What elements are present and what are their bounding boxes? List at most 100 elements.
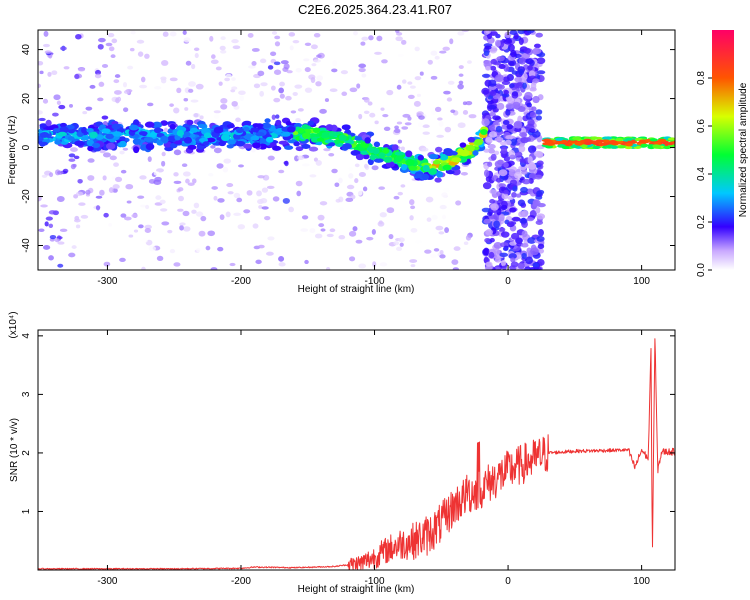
heatmap-cell: [295, 180, 303, 187]
heatmap-cell: [457, 122, 466, 129]
heatmap-cell: [173, 149, 182, 156]
heatmap-cell: [372, 261, 377, 268]
heatmap-cell: [451, 259, 459, 265]
heatmap-cell: [70, 147, 78, 152]
heatmap-cell: [396, 246, 403, 252]
heatmap-cell: [610, 145, 619, 149]
heatmap-cell: [494, 257, 502, 263]
heatmap-cell: [489, 189, 497, 195]
spectrogram-x-tick-label: -200: [231, 276, 251, 287]
heatmap-cell: [359, 150, 370, 155]
heatmap-cell: [663, 145, 672, 150]
heatmap-cell: [266, 251, 274, 256]
heatmap-cell: [358, 113, 363, 120]
heatmap-cell: [509, 207, 517, 213]
heatmap-cell: [220, 36, 226, 41]
heatmap-cell: [524, 137, 532, 142]
heatmap-cell: [192, 112, 201, 118]
heatmap-cell: [108, 137, 117, 143]
heatmap-cell: [369, 112, 376, 118]
heatmap-cell: [396, 84, 402, 90]
snr-y-tick-label: 4: [21, 333, 32, 339]
heatmap-cell: [195, 211, 204, 217]
heatmap-cell: [494, 39, 501, 47]
heatmap-cell: [71, 245, 77, 249]
heatmap-cell: [496, 84, 505, 90]
heatmap-cell: [438, 231, 445, 235]
heatmap-cell: [89, 131, 98, 139]
snr-y-scale-label: (x10⁴): [8, 311, 19, 338]
heatmap-cell: [218, 81, 223, 86]
snr-y-tick-label: 3: [21, 391, 32, 397]
heatmap-cell: [496, 56, 505, 62]
heatmap-cell: [414, 46, 420, 52]
heatmap-cell: [531, 106, 537, 112]
heatmap-cell: [518, 165, 527, 171]
heatmap-cell: [101, 64, 109, 68]
heatmap-cell: [529, 127, 536, 133]
heatmap-cell: [231, 100, 238, 107]
heatmap-cell: [85, 106, 93, 111]
heatmap-cell: [509, 83, 515, 89]
heatmap-cell: [487, 161, 493, 167]
heatmap-cell: [85, 189, 91, 195]
heatmap-cell: [494, 137, 504, 142]
heatmap-cell: [38, 60, 44, 66]
heatmap-cell: [345, 197, 354, 203]
heatmap-cell: [38, 141, 48, 146]
heatmap-cell: [521, 169, 528, 175]
heatmap-cell: [138, 131, 148, 136]
heatmap-cell: [87, 145, 94, 152]
heatmap-cell: [498, 169, 508, 177]
heatmap-cell: [506, 160, 515, 166]
heatmap-cell: [568, 140, 577, 145]
snr-y-tick-label: 2: [21, 450, 32, 456]
heatmap-cell: [493, 242, 503, 249]
heatmap-cell: [188, 133, 196, 138]
heatmap-cell: [156, 255, 164, 262]
heatmap-cell: [378, 220, 383, 225]
heatmap-cell: [213, 147, 222, 154]
colorbar-tick-label: 0.4: [696, 167, 707, 181]
heatmap-cell: [624, 143, 633, 147]
heatmap-cell: [531, 244, 537, 251]
heatmap-cell: [253, 83, 261, 89]
heatmap-cell: [48, 223, 54, 229]
heatmap-cell: [526, 102, 532, 108]
heatmap-cell: [278, 262, 286, 267]
heatmap-cell: [286, 126, 296, 133]
heatmap-cell: [92, 142, 101, 149]
heatmap-cell: [467, 136, 475, 143]
heatmap-cell: [366, 147, 373, 152]
heatmap-cell: [323, 148, 331, 152]
heatmap-cell: [208, 173, 214, 177]
heatmap-cell: [450, 109, 456, 114]
heatmap-cell: [57, 131, 67, 137]
heatmap-cell: [288, 32, 296, 37]
heatmap-cell: [383, 156, 393, 163]
heatmap-cell: [213, 110, 221, 114]
heatmap-cell: [537, 228, 544, 237]
heatmap-cell: [444, 227, 450, 234]
heatmap-cell: [274, 35, 281, 40]
heatmap-cell: [484, 265, 493, 270]
heatmap-cell: [68, 104, 74, 108]
heatmap-cell: [448, 161, 458, 166]
heatmap-cell: [422, 131, 430, 135]
heatmap-cell: [332, 60, 338, 67]
heatmap-cell: [402, 79, 407, 84]
heatmap-cell: [592, 145, 601, 150]
heatmap-cell: [243, 143, 253, 149]
heatmap-cell: [82, 110, 88, 115]
heatmap-cell: [284, 145, 294, 150]
heatmap-cell: [421, 147, 429, 152]
heatmap-cell: [304, 87, 313, 93]
heatmap-cell: [297, 108, 304, 112]
heatmap-cell: [409, 215, 414, 221]
heatmap-cell: [233, 192, 241, 199]
heatmap-cell: [318, 223, 325, 228]
heatmap-cell: [489, 90, 497, 96]
heatmap-cell: [385, 161, 395, 168]
heatmap-cell: [257, 70, 265, 77]
heatmap-cell: [184, 107, 189, 111]
